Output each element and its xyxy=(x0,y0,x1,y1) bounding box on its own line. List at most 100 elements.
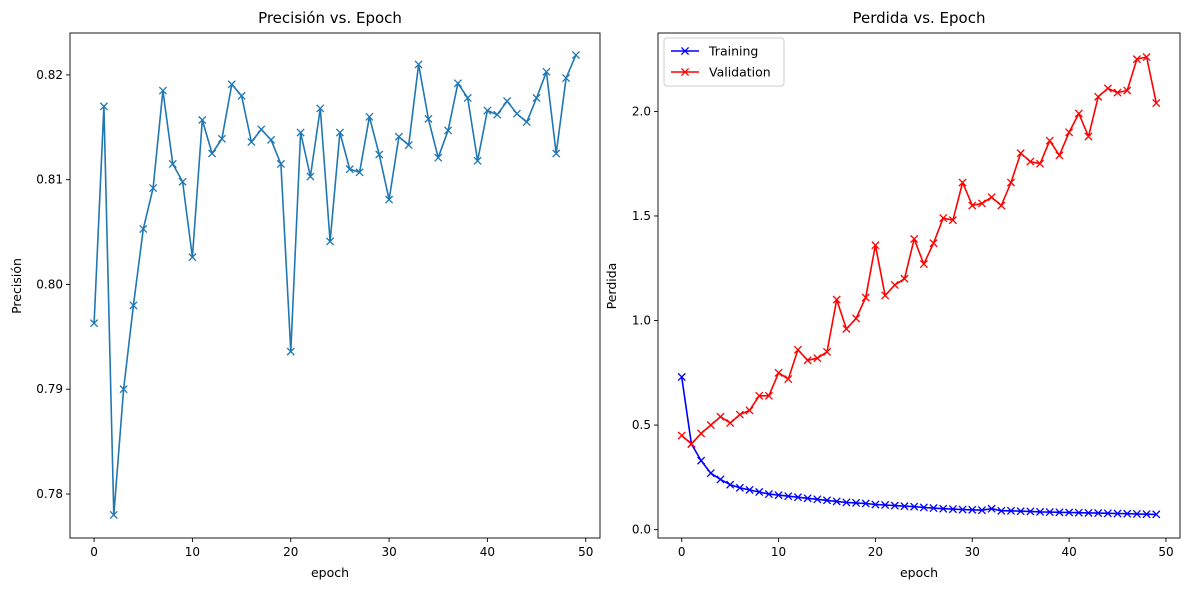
data-point xyxy=(968,505,977,514)
data-point xyxy=(958,505,967,514)
data-point xyxy=(188,253,197,262)
data-point xyxy=(813,495,822,504)
data-point xyxy=(1103,84,1112,93)
data-point xyxy=(842,498,851,507)
data-point xyxy=(832,497,841,506)
data-point xyxy=(735,410,744,419)
data-point xyxy=(871,241,880,250)
y-tick-label: 2.0 xyxy=(632,104,651,118)
data-point xyxy=(562,73,571,83)
data-point xyxy=(726,418,735,428)
plot-frame xyxy=(69,32,601,539)
accuracy-chart: Precisión vs. Epoch epoch Precisión 0 10 2… xyxy=(9,9,601,580)
legend-label: Validation xyxy=(709,65,771,80)
data-point xyxy=(522,117,531,127)
data-point xyxy=(774,491,783,500)
data-point xyxy=(345,165,354,174)
data-point xyxy=(929,239,938,248)
data-point xyxy=(716,412,725,421)
y-tick-label: 0.80 xyxy=(36,277,63,291)
data-point xyxy=(929,504,938,513)
data-point xyxy=(1113,509,1122,518)
data-point xyxy=(948,216,957,225)
data-point xyxy=(178,177,187,186)
data-point xyxy=(697,429,706,438)
y-tick-label: 0.79 xyxy=(36,382,63,396)
data-point xyxy=(919,503,928,512)
y-tick-label: 0.0 xyxy=(632,523,651,537)
chart-title: Perdida vs. Epoch xyxy=(853,9,986,27)
data-point xyxy=(424,114,433,123)
data-point xyxy=(677,431,686,440)
data-point xyxy=(803,494,812,503)
legend-marker xyxy=(680,46,690,56)
data-point xyxy=(385,195,394,204)
data-point xyxy=(842,324,851,333)
data-point xyxy=(375,150,384,159)
data-point xyxy=(1123,86,1132,95)
y-tick-label: 1.0 xyxy=(632,314,651,328)
x-tick-label: 40 xyxy=(1061,545,1076,559)
data-point xyxy=(822,347,832,356)
data-point xyxy=(745,406,754,415)
data-point xyxy=(910,234,919,244)
data-point xyxy=(716,475,725,484)
data-point xyxy=(1065,508,1074,517)
data-point xyxy=(1094,509,1103,518)
data-point xyxy=(149,184,158,193)
data-point xyxy=(267,135,276,144)
data-point xyxy=(1132,509,1141,519)
data-point xyxy=(677,372,686,382)
data-point xyxy=(1132,55,1141,64)
y-axis-ticks: 0.78 0.79 0.80 0.81 0.82 xyxy=(36,68,70,501)
y-tick-label: 1.5 xyxy=(632,209,651,223)
data-point xyxy=(851,314,861,323)
data-point xyxy=(1035,507,1045,516)
series-line xyxy=(93,54,577,516)
data-point xyxy=(99,102,108,111)
data-point xyxy=(803,356,812,365)
data-point xyxy=(687,439,696,448)
legend: Training Validation xyxy=(663,37,785,87)
data-point xyxy=(129,301,138,310)
data-point xyxy=(1006,506,1016,515)
data-point xyxy=(453,79,462,88)
data-point xyxy=(1123,509,1132,518)
data-point xyxy=(958,178,967,187)
plot-frame xyxy=(657,32,1181,539)
data-point xyxy=(503,97,512,106)
loss-chart: Perdida vs. Epoch epoch Perdida 0 10 20 30 4… xyxy=(604,9,1181,580)
data-point xyxy=(939,504,948,513)
y-axis-label: Precisión xyxy=(9,258,24,314)
x-tick-label: 0 xyxy=(90,545,98,559)
data-point xyxy=(444,126,453,135)
data-point xyxy=(997,506,1006,515)
y-tick-label: 0.82 xyxy=(36,68,63,82)
x-axis-label: epoch xyxy=(900,565,938,580)
data-point xyxy=(745,485,754,494)
data-point xyxy=(735,483,744,492)
data-point xyxy=(473,156,482,165)
data-point xyxy=(900,274,909,283)
x-tick-label: 30 xyxy=(381,545,396,559)
data-point xyxy=(316,104,325,113)
data-point xyxy=(832,295,841,304)
legend-box xyxy=(663,37,785,87)
data-point xyxy=(977,199,987,208)
data-point xyxy=(1006,178,1016,187)
data-point xyxy=(1084,132,1093,141)
data-point xyxy=(1094,92,1103,101)
data-point xyxy=(1113,88,1122,97)
data-point xyxy=(706,421,715,430)
data-point xyxy=(571,50,580,60)
y-axis-ticks: 0.0 0.5 1.0 1.5 2.0 xyxy=(632,104,658,537)
legend-marker xyxy=(680,67,690,77)
series-layer xyxy=(90,50,580,520)
data-point xyxy=(237,91,246,100)
chart-title: Precisión vs. Epoch xyxy=(258,9,402,27)
data-point xyxy=(784,375,793,384)
data-point xyxy=(890,280,899,290)
data-point xyxy=(697,456,706,465)
data-point xyxy=(1074,508,1083,517)
x-tick-label: 20 xyxy=(868,545,883,559)
